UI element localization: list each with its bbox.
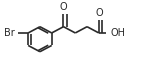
Text: O: O	[95, 8, 103, 18]
Text: OH: OH	[110, 28, 125, 38]
Text: Br: Br	[4, 28, 15, 38]
Text: O: O	[60, 2, 67, 12]
